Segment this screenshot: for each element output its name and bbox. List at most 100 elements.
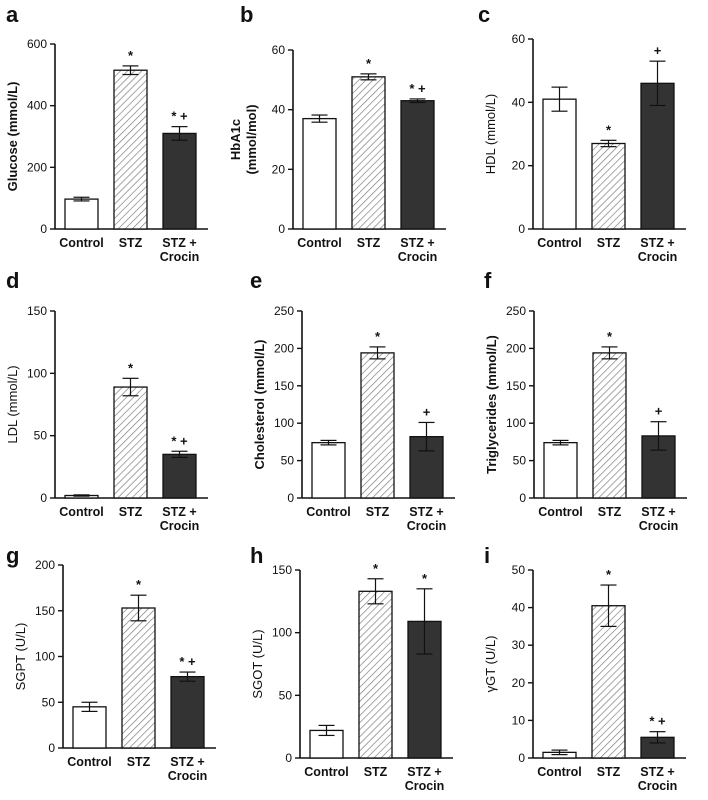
significance-mark: * + <box>171 433 188 448</box>
significance-mark: * + <box>171 109 188 124</box>
panel-d: d 0 50 100 150 LDL (mmol/L) Control * STZ * + STZ … <box>5 268 208 533</box>
significance-mark: * <box>136 577 142 592</box>
significance-mark: * + <box>409 81 426 96</box>
panel-e: e 0 50 100 150 200 250 Cholesterol (mmol/L) Cont… <box>250 268 455 533</box>
category-label: STZ + <box>641 505 675 519</box>
y-tick-label: 30 <box>512 638 526 652</box>
significance-mark: + <box>654 43 662 58</box>
category-label: STZ <box>597 236 621 250</box>
category-label: Control <box>537 236 581 250</box>
bar-stz <box>113 386 148 499</box>
category-label: Crocin <box>160 250 200 264</box>
y-tick-label: 200 <box>27 160 47 174</box>
bar-stz <box>358 590 393 759</box>
category-label: Crocin <box>398 250 438 264</box>
category-label: STZ + <box>640 236 674 250</box>
y-tick-label: 50 <box>34 429 48 443</box>
y-tick-label: 60 <box>272 43 286 57</box>
bar-control <box>311 441 346 499</box>
y-tick-label: 250 <box>274 304 294 318</box>
category-label: Control <box>537 765 581 779</box>
y-tick-label: 0 <box>285 751 292 765</box>
y-axis-title: SGPT (U/L) <box>13 623 28 691</box>
y-axis-title: Glucose (mmol/L) <box>5 82 20 192</box>
y-axis-title: LDL (mmol/L) <box>5 365 20 443</box>
significance-mark: * <box>607 329 613 344</box>
y-tick-label: 100 <box>27 366 47 380</box>
panel-i: i 0 10 20 30 40 50 γGT (U/L) Control * STZ * + STZ +… <box>483 543 686 793</box>
bar-control <box>302 117 337 230</box>
significance-mark: + <box>423 404 431 419</box>
category-label: STZ <box>119 505 143 519</box>
bar-stz <box>360 352 395 499</box>
panel-g: g 0 50 100 150 200 SGPT (U/L) Control * STZ * + STZ… <box>6 543 216 783</box>
y-tick-label: 40 <box>512 601 526 615</box>
y-tick-label: 200 <box>274 341 294 355</box>
category-label: Crocin <box>407 519 447 533</box>
category-label: STZ <box>366 505 390 519</box>
panel-b: b 0 20 40 60 HbA1c (mmol/mol) Control * STZ * + STZ… <box>228 2 446 264</box>
y-tick-label: 10 <box>512 713 526 727</box>
bar-stz <box>121 607 156 749</box>
significance-mark: * <box>128 48 134 63</box>
y-axis-title: HDL (mmol/L) <box>483 94 498 174</box>
bar-stz <box>351 76 386 230</box>
y-tick-label: 50 <box>42 695 56 709</box>
category-label: Crocin <box>639 519 679 533</box>
y-tick-label: 150 <box>274 379 294 393</box>
bar-control <box>64 198 99 230</box>
y-axis-title: γGT (U/L) <box>483 636 498 693</box>
y-tick-label: 150 <box>506 379 526 393</box>
y-tick-label: 20 <box>272 162 286 176</box>
y-tick-label: 0 <box>278 222 285 236</box>
category-label: STZ + <box>400 236 434 250</box>
y-tick-label: 50 <box>513 454 527 468</box>
bar-stz <box>591 142 626 230</box>
panel-letter: b <box>240 2 253 27</box>
y-axis-title: (mmol/mol) <box>244 104 259 174</box>
significance-mark: * <box>422 571 428 586</box>
category-label: STZ <box>597 765 621 779</box>
y-tick-label: 50 <box>512 563 526 577</box>
y-axis-title: Cholesterol (mmol/L) <box>252 339 267 469</box>
y-tick-label: 0 <box>518 222 525 236</box>
significance-mark: * + <box>649 714 666 729</box>
bar-crocin <box>162 132 197 230</box>
category-label: Crocin <box>168 769 208 783</box>
category-label: Crocin <box>160 519 200 533</box>
y-tick-label: 0 <box>40 491 47 505</box>
y-tick-label: 0 <box>40 222 47 236</box>
category-label: Control <box>59 236 103 250</box>
bar-stz <box>591 605 626 759</box>
y-tick-label: 100 <box>274 416 294 430</box>
bar-stz <box>592 352 627 499</box>
y-tick-label: 400 <box>27 99 47 113</box>
panel-letter: i <box>484 543 490 568</box>
significance-mark: * <box>366 56 372 71</box>
y-tick-label: 0 <box>518 751 525 765</box>
y-tick-label: 100 <box>35 650 55 664</box>
y-tick-label: 100 <box>506 416 526 430</box>
y-tick-label: 0 <box>519 491 526 505</box>
significance-mark: * <box>128 360 134 375</box>
panel-letter: a <box>6 2 19 27</box>
category-label: Crocin <box>405 779 445 793</box>
bar-control <box>72 706 107 749</box>
y-tick-label: 200 <box>35 558 55 572</box>
y-tick-label: 600 <box>27 37 47 51</box>
category-label: STZ <box>127 755 151 769</box>
significance-mark: * + <box>179 654 196 669</box>
y-tick-label: 0 <box>48 741 55 755</box>
significance-mark: + <box>655 404 663 419</box>
bar-crocin <box>400 100 435 230</box>
category-label: STZ <box>357 236 381 250</box>
panel-letter: f <box>484 268 492 293</box>
y-axis-title: HbA1c <box>228 119 243 160</box>
category-label: Crocin <box>638 779 678 793</box>
y-tick-label: 200 <box>506 341 526 355</box>
y-tick-label: 20 <box>512 159 526 173</box>
significance-mark: * <box>606 567 612 582</box>
category-label: Control <box>67 755 111 769</box>
y-tick-label: 50 <box>279 688 293 702</box>
